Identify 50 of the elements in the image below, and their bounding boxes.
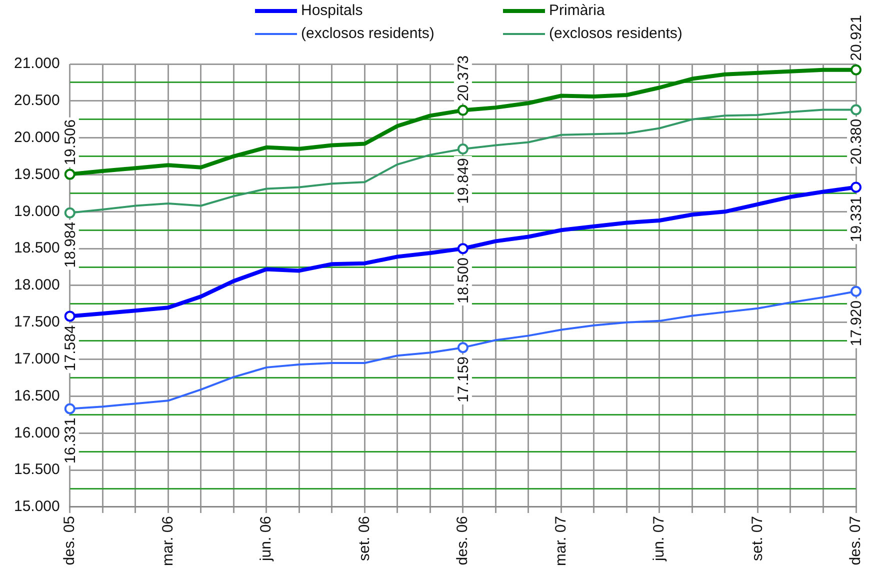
- y-tick-label: 15.500: [14, 461, 60, 478]
- x-tick-label: set. 06: [356, 516, 373, 562]
- legend-label: Primària: [549, 2, 605, 19]
- data-label: 19.506: [62, 119, 80, 166]
- y-tick-label: 18.500: [14, 240, 60, 257]
- data-label: 20.921: [848, 14, 866, 61]
- y-tick-label: 16.000: [14, 424, 60, 442]
- y-tick-label: 21.000: [14, 55, 60, 72]
- y-tick-label: 19.500: [14, 166, 60, 183]
- point: [64, 207, 76, 218]
- data-label: 20.380: [848, 118, 866, 165]
- data-label: 17.159: [455, 356, 472, 402]
- data-label: 19.849: [455, 158, 472, 204]
- y-tick-label: 17.000: [14, 350, 60, 368]
- y-tick-label: 18.000: [14, 276, 60, 294]
- y-tick-label: 17.500: [14, 314, 60, 331]
- data-label: 19.331: [848, 196, 866, 242]
- point: [457, 342, 468, 354]
- legend-label: (exclosos residents): [549, 25, 682, 42]
- legend-label: Hospitals: [301, 2, 363, 19]
- y-tick-label: 16.500: [14, 387, 60, 404]
- data-label: 17.920: [848, 300, 866, 346]
- y-tick-label: 20.500: [14, 92, 60, 110]
- point: [64, 403, 76, 414]
- point: [850, 104, 862, 116]
- data-label: 16.331: [62, 418, 80, 464]
- y-tick-label: 19.000: [14, 202, 60, 220]
- point: [850, 286, 862, 297]
- x-tick-label: set. 07: [748, 516, 766, 562]
- x-tick-label: des. 05: [61, 516, 78, 566]
- x-tick-label: mar. 07: [552, 516, 570, 566]
- data-label: 17.584: [62, 325, 80, 372]
- point: [850, 64, 862, 76]
- x-tick-label: mar. 06: [159, 516, 176, 566]
- y-tick-label: 20.000: [14, 128, 60, 146]
- x-tick-label: jun. 06: [258, 516, 275, 562]
- legend-label: (exclosos residents): [301, 25, 434, 42]
- data-label: 18.500: [455, 258, 472, 304]
- point: [457, 104, 468, 116]
- point: [850, 182, 862, 193]
- point: [64, 168, 76, 180]
- x-tick-label: des. 07: [847, 516, 864, 566]
- x-tick-label: des. 06: [454, 516, 472, 566]
- x-tick-label: jun. 07: [650, 516, 668, 562]
- data-label: 18.984: [62, 222, 80, 268]
- y-tick-label: 15.000: [14, 498, 60, 516]
- point: [457, 243, 468, 254]
- point: [457, 143, 468, 154]
- point: [64, 310, 76, 322]
- data-label: 20.373: [455, 55, 472, 102]
